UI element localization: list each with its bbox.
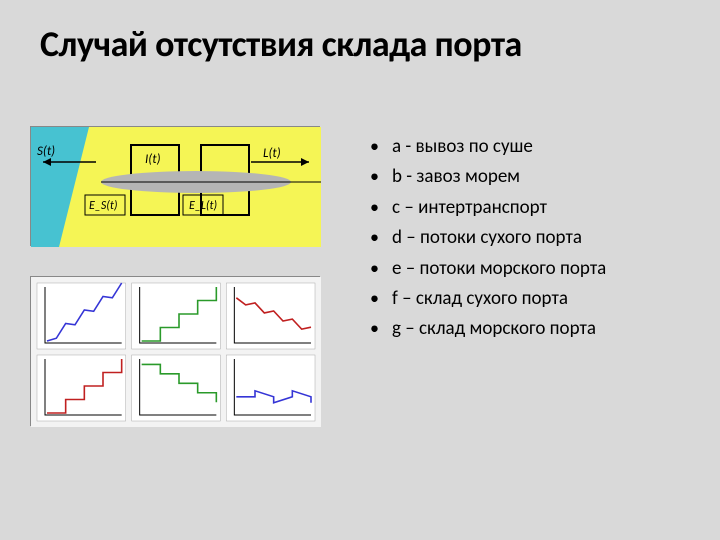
charts-svg <box>31 277 321 427</box>
label-l: L(t) <box>263 146 281 161</box>
bullet-list: a - вывоз по суше b - завоз морем c – ин… <box>370 132 690 345</box>
bullet-item: f – склад сухого порта <box>370 284 690 314</box>
port-diagram: S(t) I(t) L(t) E_S(t) E_L(t) <box>30 126 320 246</box>
page-title: Случай отсутствия склада порта <box>0 0 720 66</box>
label-el: E_L(t) <box>189 199 217 213</box>
label-es: E_S(t) <box>89 199 118 213</box>
bullets-column: a - вывоз по суше b - завоз морем c – ин… <box>350 126 690 426</box>
bullet-item: d – потоки сухого порта <box>370 223 690 253</box>
charts-grid <box>30 276 320 426</box>
label-s: S(t) <box>37 144 55 159</box>
bullet-item: g – склад морского порта <box>370 314 690 344</box>
figures-column: S(t) I(t) L(t) E_S(t) E_L(t) <box>30 126 350 426</box>
label-i: I(t) <box>145 152 161 167</box>
content-area: S(t) I(t) L(t) E_S(t) E_L(t) a - вывоз п… <box>0 66 720 426</box>
bullet-item: a - вывоз по суше <box>370 132 690 162</box>
bullet-item: e – потоки морского порта <box>370 254 690 284</box>
bullet-item: b - завоз морем <box>370 162 690 192</box>
diagram-svg: S(t) I(t) L(t) E_S(t) E_L(t) <box>31 127 321 247</box>
bullet-item: c – интертранспорт <box>370 193 690 223</box>
